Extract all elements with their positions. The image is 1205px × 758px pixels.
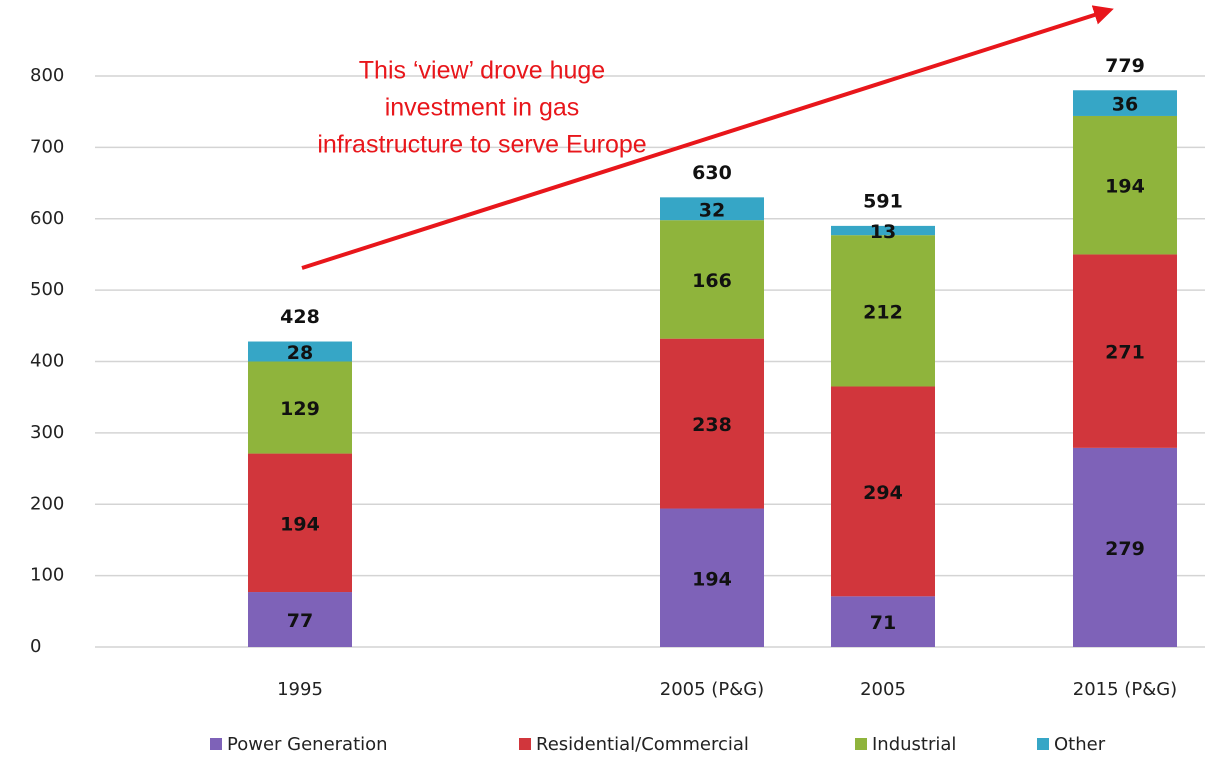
bar-segment [248,341,352,362]
value-label: 212 [863,301,903,323]
y-tick-label: 500 [30,279,64,300]
value-label: 28 [287,342,313,364]
y-tick-label: 400 [30,351,64,372]
bar-segment [831,235,935,387]
legend-label: Other [1054,734,1106,755]
value-label: 166 [692,270,732,292]
legend-swatch [855,738,867,750]
value-label: 194 [1105,176,1145,198]
bar-segment [831,386,935,597]
value-label: 194 [280,513,320,535]
total-label: 630 [692,162,732,184]
total-label: 779 [1105,55,1145,77]
value-label: 71 [870,612,896,634]
legend-label: Power Generation [227,734,388,755]
bar-segment [1073,447,1177,647]
y-tick-label: 600 [30,208,64,229]
y-tick-label: 200 [30,493,64,514]
annotation: This ‘view’ drove huge [359,57,605,85]
annotation: infrastructure to serve Europe [317,131,646,159]
bar-segment [660,220,764,339]
annotation: investment in gas [385,94,580,122]
y-tick-label: 100 [30,565,64,586]
bar-segment [248,453,352,593]
value-label: 294 [863,482,903,504]
value-label: 279 [1105,538,1145,560]
legend-label: Residential/Commercial [536,734,749,755]
value-label: 32 [699,199,725,221]
x-tick-label: 2015 (P&G) [1073,679,1177,700]
value-label: 77 [287,610,313,632]
annotation-arrow [301,5,1114,270]
bar-segment [248,361,352,454]
bar-segment [1073,254,1177,448]
bar-segment [831,596,935,647]
bar-segment [660,197,764,221]
bar-segment [1073,90,1177,116]
legend-swatch [519,738,531,750]
total-label: 591 [863,190,903,212]
bar-segment [1073,115,1177,255]
value-label: 129 [280,398,320,420]
y-tick-label: 800 [30,65,64,86]
bar-segment [660,338,764,509]
value-label: 36 [1112,94,1138,116]
value-label: 13 [870,221,896,243]
value-label: 238 [692,414,732,436]
total-label: 428 [280,306,320,328]
bar-segment [660,508,764,647]
legend-label: Industrial [872,734,956,755]
bar-segment [831,225,935,236]
value-label: 194 [692,568,732,590]
x-tick-label: 1995 [277,679,323,700]
y-tick-label: 700 [30,136,64,157]
x-tick-label: 2005 (P&G) [660,679,764,700]
y-tick-label: 300 [30,422,64,443]
legend-swatch [210,738,222,750]
x-tick-label: 2005 [860,679,906,700]
legend-swatch [1037,738,1049,750]
bar-segment [248,592,352,647]
y-tick-label: 0 [30,636,41,657]
value-label: 271 [1105,342,1145,364]
